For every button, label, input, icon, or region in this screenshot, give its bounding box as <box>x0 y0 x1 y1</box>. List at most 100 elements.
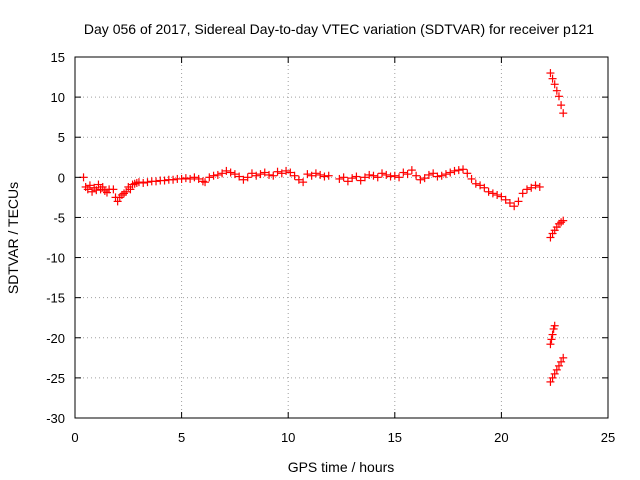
data-point <box>548 74 557 83</box>
data-point <box>247 169 256 178</box>
data-point <box>122 187 131 196</box>
data-point <box>407 166 416 175</box>
x-tick-label: 5 <box>178 430 185 445</box>
y-tick-label: 15 <box>51 50 65 65</box>
data-point <box>493 190 502 199</box>
data-point <box>467 174 476 183</box>
data-point <box>307 171 316 180</box>
data-point <box>126 185 135 194</box>
data-point <box>550 369 559 378</box>
data-point <box>230 170 239 179</box>
data-point <box>554 361 563 370</box>
data-point <box>505 199 514 208</box>
y-tick-label: -30 <box>46 411 65 426</box>
data-point <box>518 189 527 198</box>
data-point <box>476 181 485 190</box>
data-point <box>548 373 557 382</box>
y-tick-label: -10 <box>46 251 65 266</box>
data-point <box>424 170 433 179</box>
data-point <box>514 197 523 206</box>
data-point <box>339 173 348 182</box>
y-tick-label: -25 <box>46 371 65 386</box>
x-tick-label: 0 <box>71 430 78 445</box>
data-point <box>348 174 357 183</box>
data-point <box>324 171 333 180</box>
data-point <box>343 177 352 186</box>
data-point <box>433 172 442 181</box>
data-point <box>559 353 568 362</box>
data-point <box>441 170 450 179</box>
data-point <box>557 357 566 366</box>
data-point <box>554 92 563 101</box>
data-point <box>480 183 489 192</box>
data-point <box>369 171 378 180</box>
data-point <box>552 86 561 95</box>
data-point <box>559 109 568 118</box>
data-point <box>181 174 190 183</box>
data-point <box>429 169 438 178</box>
data-point <box>265 170 274 179</box>
axis-ticks: 0 5 10 15 20 25 -30 -25 -20 -15 -10 -5 0 5 10 15 <box>46 50 615 445</box>
data-point <box>360 173 369 182</box>
data-point <box>437 171 446 180</box>
data-point <box>277 169 286 178</box>
data-point <box>365 170 374 179</box>
x-tick-label: 15 <box>388 430 402 445</box>
data-point <box>139 178 148 187</box>
data-point <box>373 173 382 182</box>
y-tick-label: -20 <box>46 331 65 346</box>
data-point <box>239 175 248 184</box>
y-tick-label: -15 <box>46 291 65 306</box>
data-point <box>497 192 506 201</box>
data-point <box>311 169 320 178</box>
y-tick-label: -5 <box>53 210 65 225</box>
data-point <box>226 168 235 177</box>
x-tick-label: 20 <box>494 430 508 445</box>
data-point <box>92 186 101 195</box>
data-point <box>484 187 493 196</box>
data-point <box>213 170 222 179</box>
data-point <box>390 171 399 180</box>
data-point <box>98 182 107 191</box>
data-point <box>454 166 463 175</box>
data-point <box>459 165 468 174</box>
data-point <box>88 187 97 196</box>
data-point <box>252 171 261 180</box>
data-point <box>550 321 559 330</box>
data-point <box>201 178 210 187</box>
data-point <box>222 166 231 175</box>
y-axis-label: SDTVAR / TECUs <box>5 182 21 294</box>
data-point <box>386 172 395 181</box>
x-tick-label: 25 <box>601 430 615 445</box>
data-point <box>85 181 94 190</box>
data-point <box>320 172 329 181</box>
data-point <box>403 170 412 179</box>
data-point <box>446 168 455 177</box>
data-point <box>186 174 195 183</box>
chart-title: Day 056 of 2017, Sidereal Day-to-day VTE… <box>84 21 594 37</box>
data-point <box>546 69 555 78</box>
data-point <box>488 189 497 198</box>
data-point <box>548 330 557 339</box>
data-point <box>316 170 325 179</box>
data-point <box>83 185 92 194</box>
data-point <box>378 169 387 178</box>
grid <box>75 57 608 418</box>
plot-frame <box>74 56 609 419</box>
data-point <box>160 176 169 185</box>
data-point <box>546 233 555 242</box>
data-point <box>260 168 269 177</box>
data-point <box>269 171 278 180</box>
data-point <box>120 189 129 198</box>
data-point <box>169 175 178 184</box>
data-point <box>557 218 566 227</box>
data-point <box>463 169 472 178</box>
data-point <box>547 335 556 344</box>
data-point <box>531 181 540 190</box>
data-point <box>218 169 227 178</box>
data-point <box>152 177 161 186</box>
y-tick-label: 10 <box>51 90 65 105</box>
data-point <box>471 179 480 188</box>
data-point <box>243 173 252 182</box>
